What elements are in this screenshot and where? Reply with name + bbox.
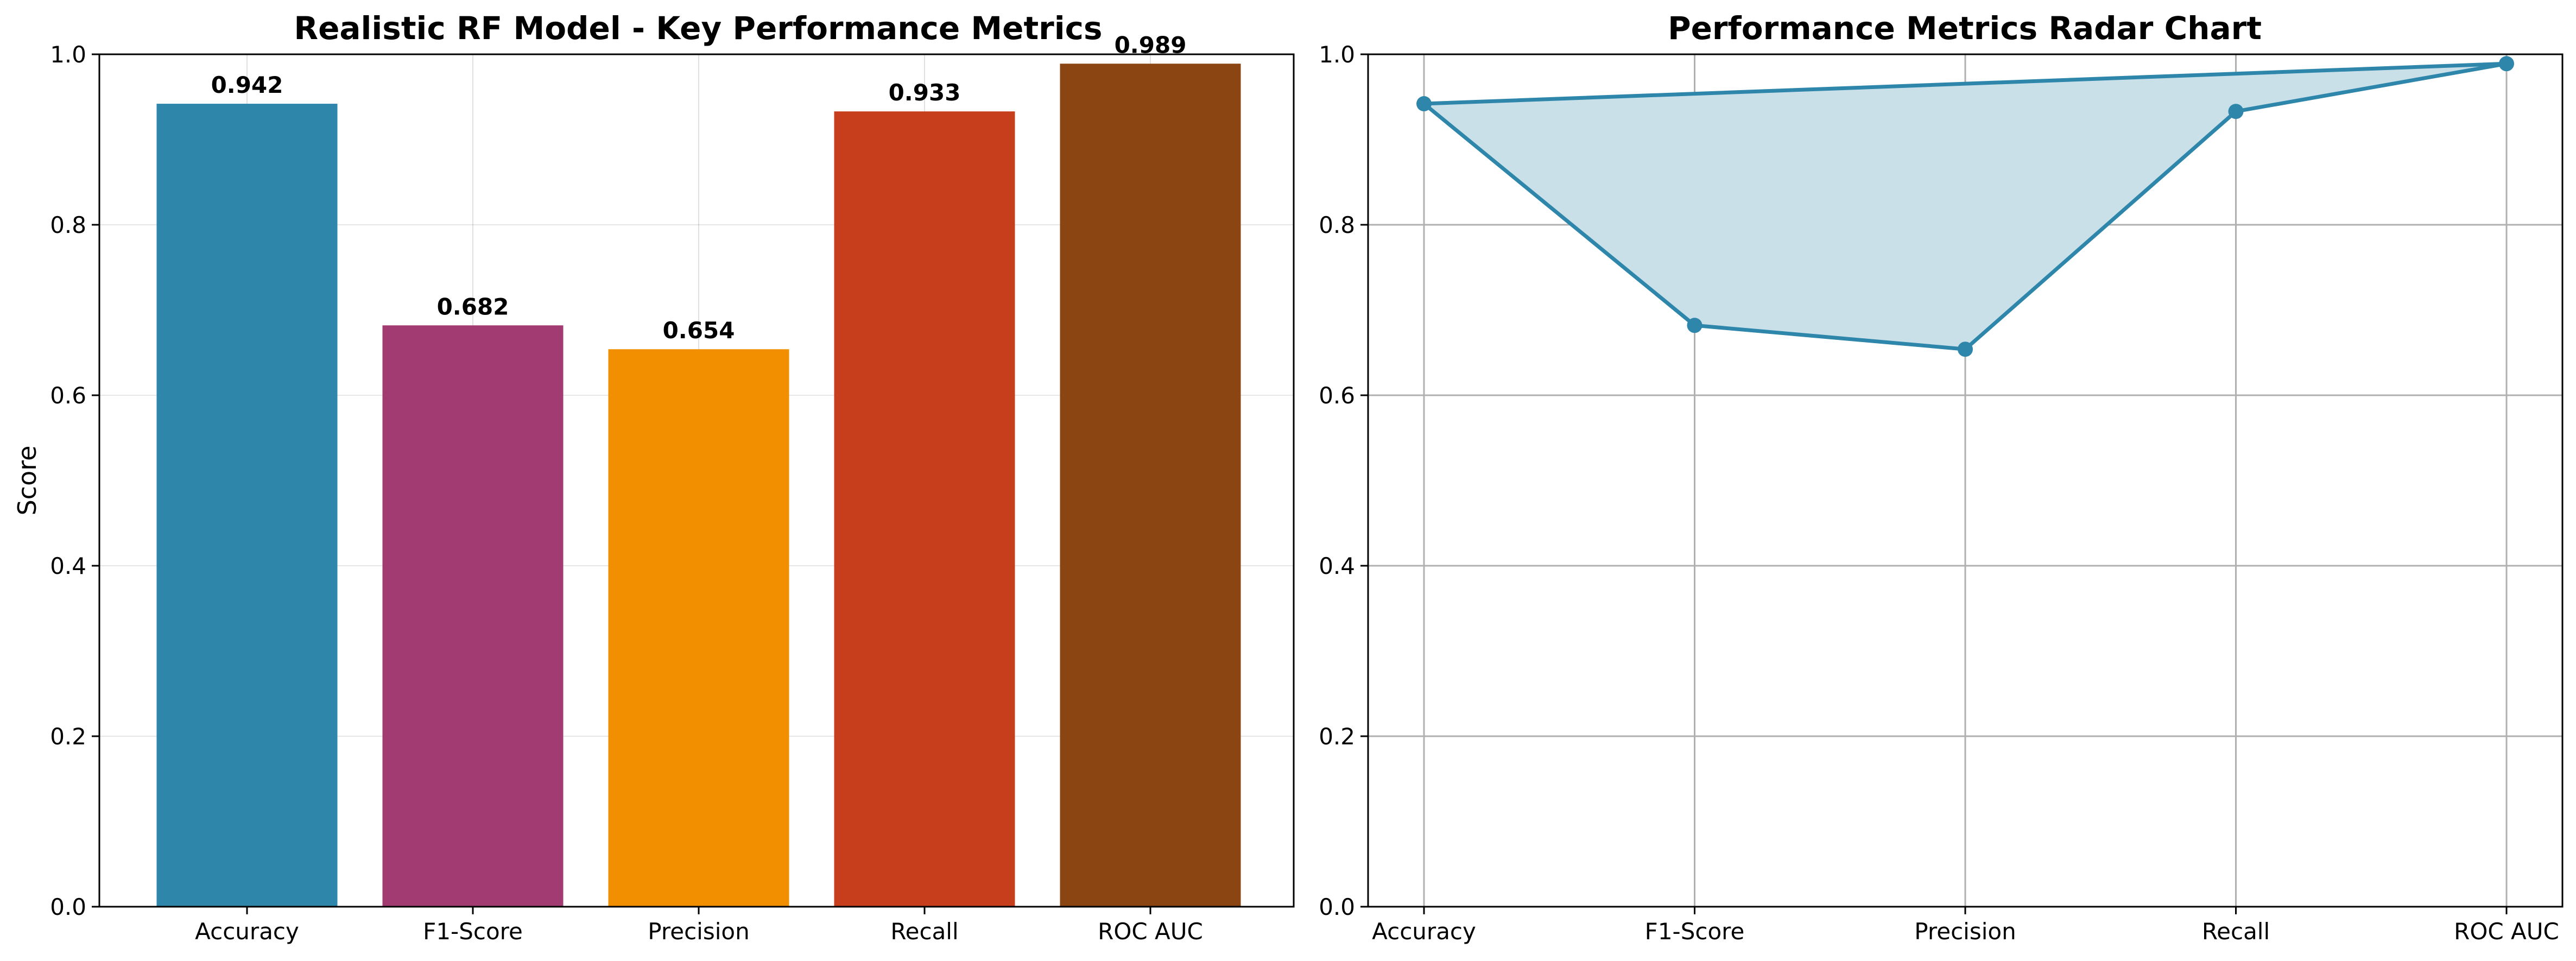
radar-point (1416, 96, 1432, 112)
bar-y-tick-label: 0.0 (50, 894, 86, 920)
radar-point (2499, 56, 2514, 72)
radar-y-tick-label: 0.8 (1319, 212, 1355, 238)
radar-point (1958, 342, 1973, 357)
bar-chart-frame (98, 53, 1295, 908)
bar (156, 104, 338, 907)
radar-y-tick-label: 0.6 (1319, 382, 1355, 409)
radar-y-tick-label: 0.2 (1319, 723, 1355, 750)
bar-chart-bars (156, 64, 1241, 907)
radar-chart-area (1424, 64, 2507, 350)
radar-point (2228, 104, 2244, 119)
bar-x-tick-label: Recall (890, 918, 958, 945)
bar-x-tick-label: ROC AUC (1098, 918, 1203, 945)
radar-y-tick-label: 1.0 (1319, 41, 1355, 68)
radar-y-tick-label: 0.4 (1319, 553, 1355, 579)
bar-y-tick-label: 0.4 (50, 553, 86, 579)
radar-point (1687, 318, 1702, 333)
bar-x-tick-label: Accuracy (195, 918, 299, 945)
bar (834, 111, 1015, 907)
radar-x-tick-label: F1-Score (1645, 918, 1745, 945)
bar (608, 349, 789, 907)
bar-chart-y-axis-label: Score (12, 446, 42, 516)
bar-chart-title: Realistic RF Model - Key Performance Met… (294, 10, 1102, 47)
bar-x-tick-label: Precision (648, 918, 749, 945)
radar-x-tick-label: Precision (1914, 918, 2016, 945)
radar-chart-line (1422, 61, 2509, 351)
bar-x-tick-label: F1-Score (423, 918, 523, 945)
bar (1060, 64, 1241, 907)
bar-data-label: 0.682 (437, 293, 509, 320)
bar-data-label: 0.933 (889, 79, 961, 106)
radar-x-tick-label: ROC AUC (2454, 918, 2559, 945)
bar-y-tick-label: 0.8 (50, 212, 86, 238)
bar-y-tick-label: 0.2 (50, 723, 86, 750)
radar-chart-title: Performance Metrics Radar Chart (1668, 10, 2262, 47)
radar-chart-x-ticks: Accuracy F1-Score Precision Recall ROC AUC (1372, 907, 2559, 945)
bar-chart-panel: Realistic RF Model - Key Performance Met… (12, 10, 1295, 945)
bar (382, 325, 564, 907)
radar-x-tick-label: Recall (2202, 918, 2270, 945)
radar-y-tick-label: 0.0 (1319, 894, 1355, 920)
bar-data-label: 0.942 (211, 72, 283, 98)
radar-chart-points (1416, 56, 2514, 357)
bar-data-label: 0.654 (663, 317, 735, 344)
bar-y-tick-label: 1.0 (50, 41, 86, 68)
bar-chart-x-ticks: Accuracy F1-Score Precision Recall ROC AUC (195, 907, 1203, 945)
radar-x-tick-label: Accuracy (1372, 918, 1476, 945)
bar-chart-y-ticks: 0.0 0.2 0.4 0.6 0.8 1.0 (50, 41, 99, 920)
radar-chart-panel: Performance Metrics Radar Chart 0.00.20.… (1319, 10, 2564, 945)
bar-y-tick-label: 0.6 (50, 382, 86, 409)
radar-chart-y-ticks: 0.0 0.2 0.4 0.6 0.8 1.0 (1319, 41, 1368, 920)
